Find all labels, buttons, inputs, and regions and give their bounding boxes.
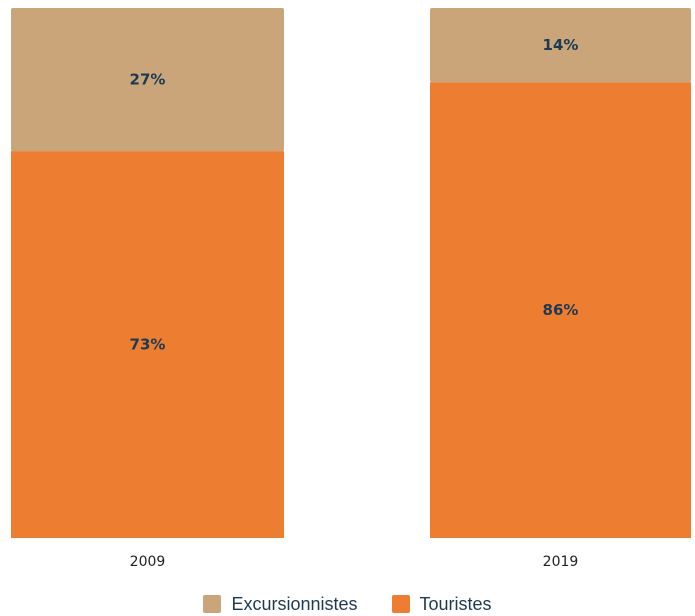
x-tick-label-2009: 2009 <box>130 554 166 570</box>
data-label-excursionnistes-2019: 14% <box>543 36 579 54</box>
legend-item-touristes[interactable]: Touristes <box>391 593 492 615</box>
legend: Excursionnistes Touristes <box>0 592 695 616</box>
data-label-touristes-2009: 73% <box>130 336 166 354</box>
bar-excursionnistes-2019[interactable] <box>430 8 691 83</box>
legend-swatch-touristes <box>391 595 410 613</box>
data-label-touristes-2019: 86% <box>543 301 579 319</box>
bar-excursionnistes-2009[interactable] <box>11 8 284 152</box>
legend-item-excursionnistes[interactable]: Excursionnistes <box>203 593 358 615</box>
x-tick-label-2019: 2019 <box>543 554 579 570</box>
bar-touristes-2009[interactable] <box>11 151 284 538</box>
stacked-bar-chart: 73% 27% 2009 86% 14% 2019 <box>11 8 691 570</box>
legend-swatch-excursionnistes <box>203 595 222 613</box>
bar-touristes-2019[interactable] <box>430 82 691 538</box>
legend-label-excursionnistes: Excursionnistes <box>231 593 358 614</box>
data-label-excursionnistes-2009: 27% <box>130 71 166 89</box>
legend-label-touristes: Touristes <box>419 593 492 614</box>
